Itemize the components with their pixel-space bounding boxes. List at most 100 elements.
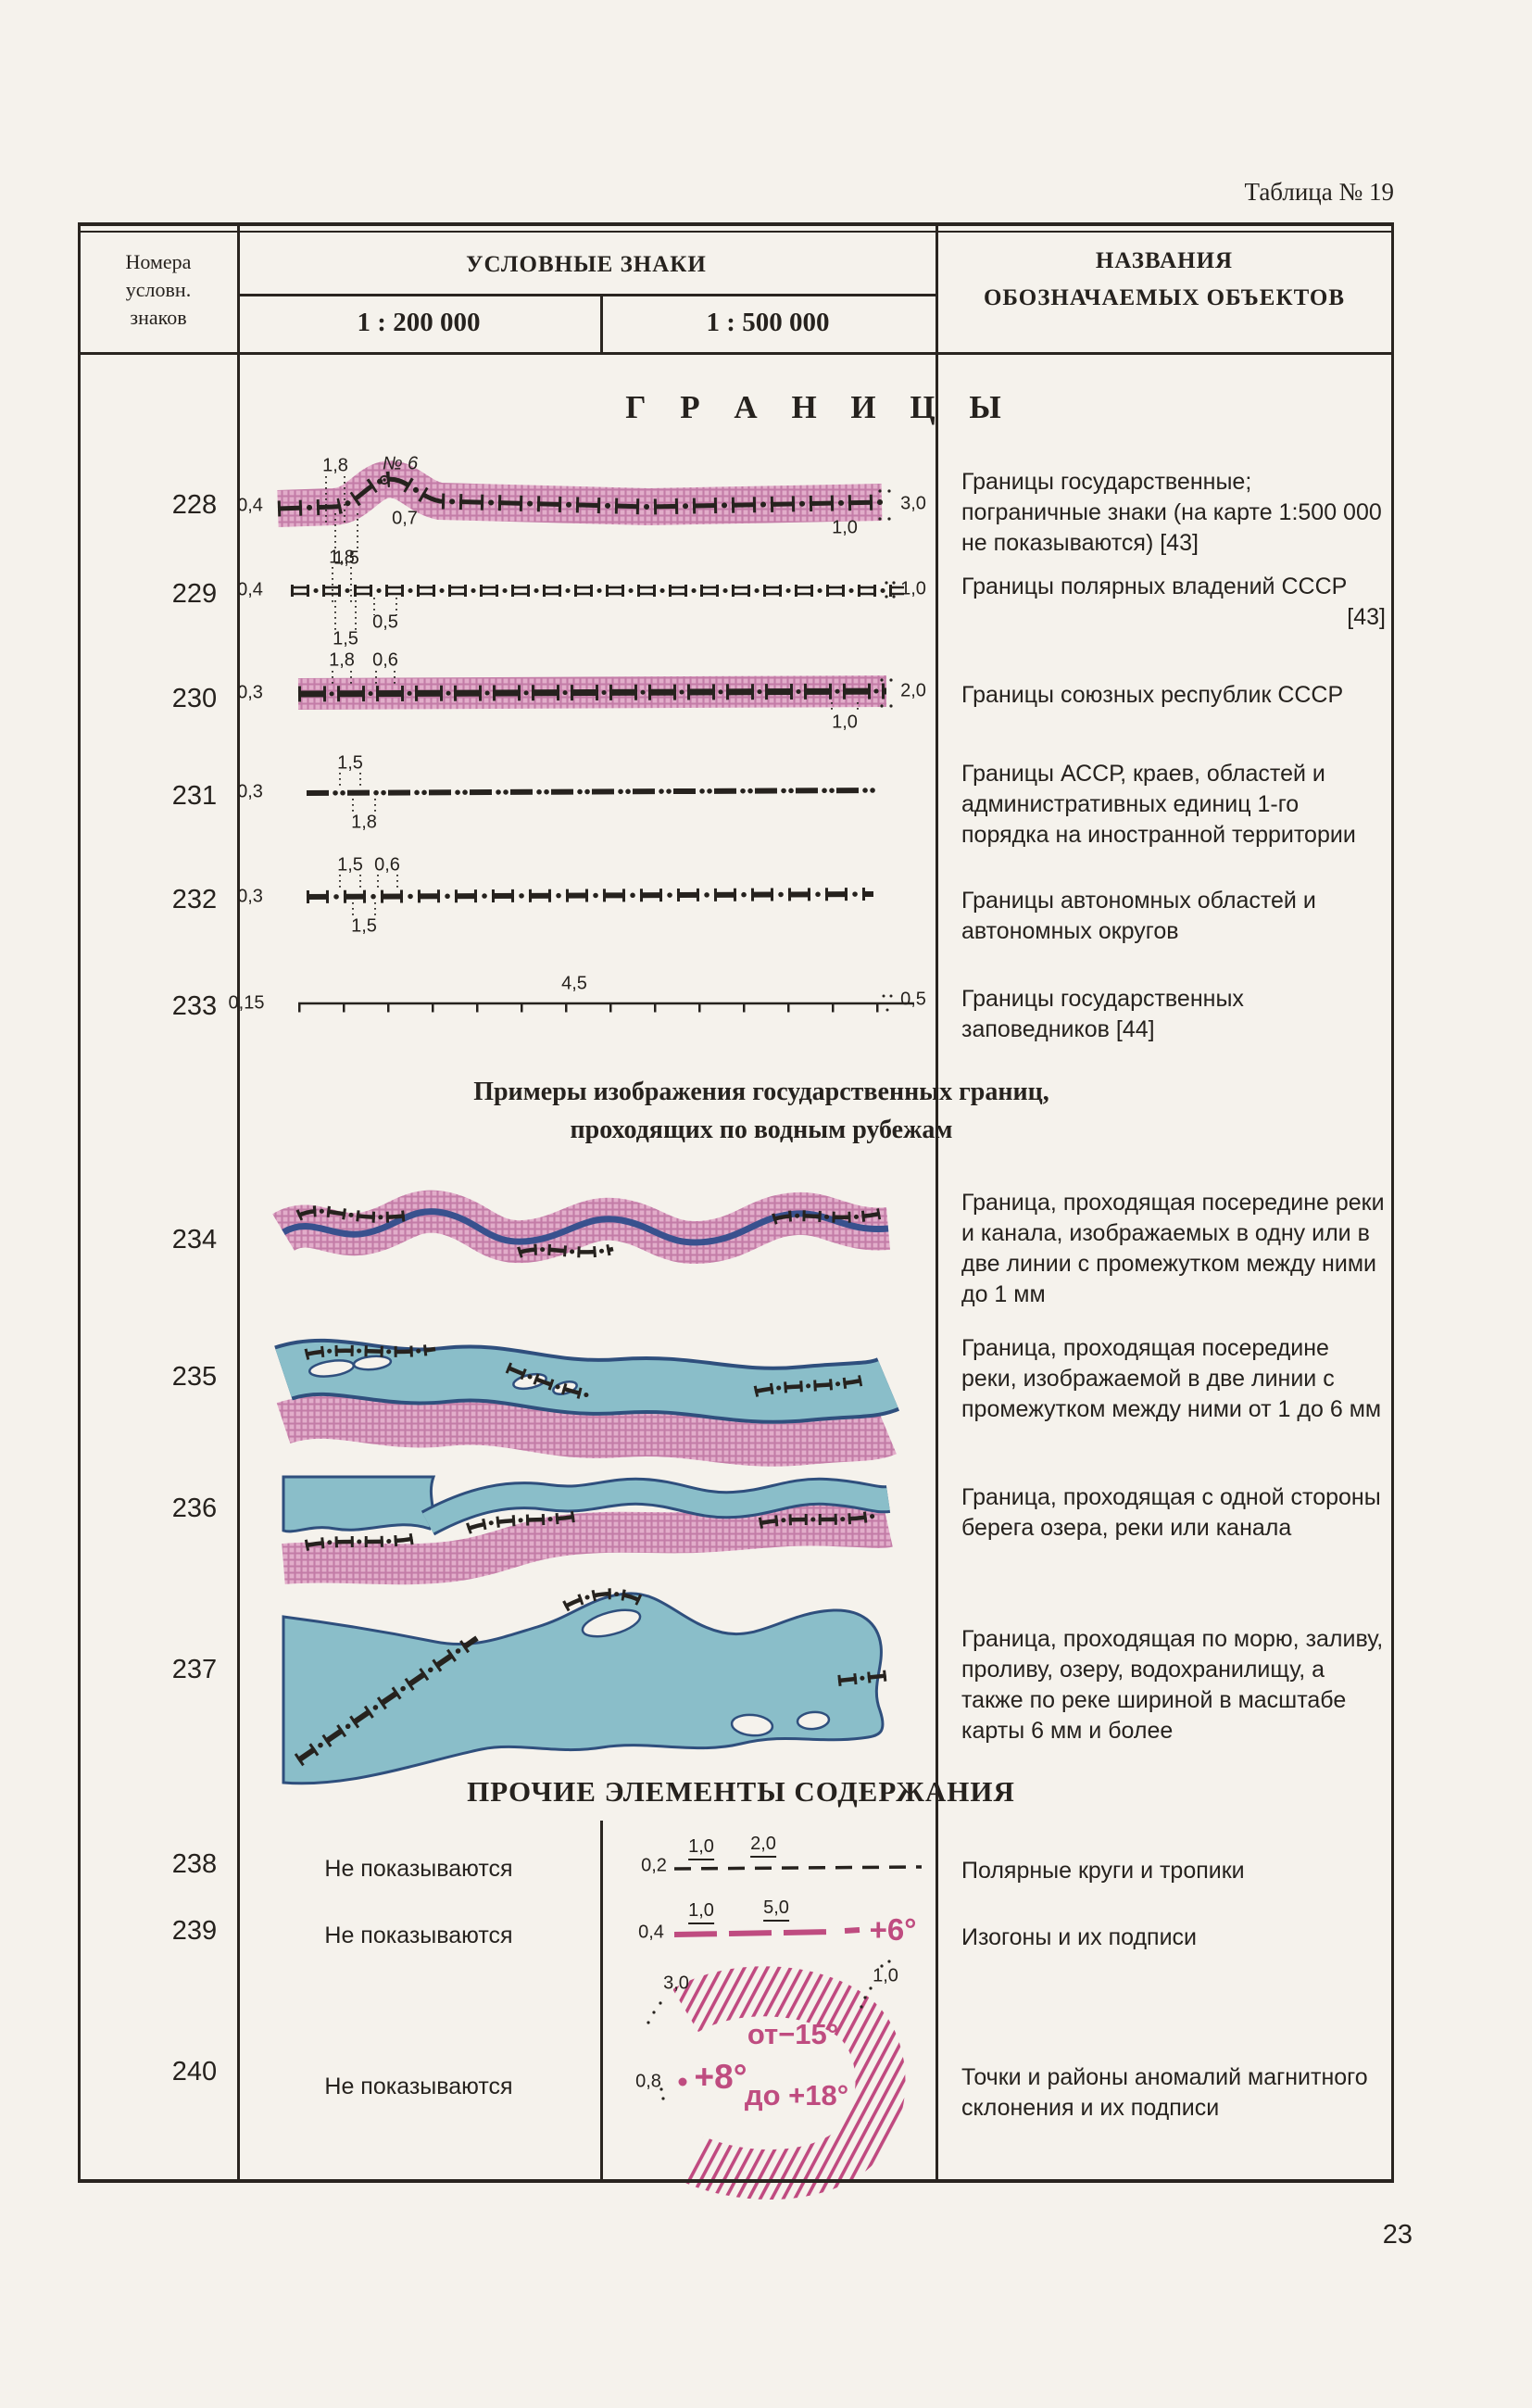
dim-label: 1,5 [351,915,377,937]
dim-label: 1,5 [333,548,359,569]
table-top-border-inner [78,231,1394,233]
dim-label: 0,6 [374,854,400,876]
section-title-borders: Г Р А Н И Ц Ы [625,389,1014,425]
row-number-230: 230 [171,684,218,713]
symbol-autonomous-border [307,875,873,917]
row-description-229-ref: [43] [1347,604,1386,630]
row-number-240: 240 [171,2057,218,2087]
not-shown-240: Не показываются [324,2074,513,2099]
not-shown-239: Не показываются [324,1923,513,1948]
column-header-names-line2: ОБОЗНАЧАЕМЫХ ОБЪЕКТОВ [983,285,1346,310]
table-bottom-border [78,2179,1394,2183]
row-description-238: Полярные круги и тропики [961,1858,1245,1884]
row-description-237: Граница, проходящая по морю, заливу, про… [961,1626,1384,1744]
dim-label: 1,0 [900,578,926,599]
section-examples-line1: Примеры изображения государственных гран… [473,1078,1049,1106]
names-column-divider [936,222,938,2183]
symbol-border-one-side-shore [283,1475,888,1564]
dim-label: 3,0 [900,493,926,514]
header-bottom-line [78,352,1394,355]
row-description-232: Границы автономных областей и автономных… [961,888,1316,944]
row-number-231: 231 [171,781,218,811]
table-caption: Таблица № 19 [1244,178,1395,206]
dim-label: 5,0 [763,1897,789,1922]
dim-label: 2,0 [750,1834,776,1858]
row-number-236: 236 [171,1494,218,1523]
column-header-numbers: Номера условн. знаков [82,248,235,332]
column-header-names-line1: НАЗВАНИЯ [1095,248,1234,273]
dim-label: 1,8 [329,649,355,671]
anomaly-point-value-label: +8° [694,2058,747,2096]
row-description-229-text: Границы полярных владений СССР [961,574,1348,599]
dim-label: 1,8 [329,547,355,568]
column-header-names: НАЗВАНИЯ ОБОЗНАЧАЕМЫХ ОБЪЕКТОВ [940,248,1388,311]
row-number-229: 229 [171,579,218,609]
dim-label: 1,0 [688,1836,714,1860]
row-number-237: 237 [171,1655,218,1684]
dim-label: 1,5 [337,752,363,774]
table-top-border [78,222,1394,226]
row-description-234: Граница, проходящая посередине реки и ка… [961,1190,1385,1307]
row-number-233: 233 [171,991,218,1021]
dim-label: 3,0 [663,1973,689,1994]
symbol-polar-circles [673,1865,923,1871]
row-description-229: Границы полярных владений СССР [43] [961,572,1386,633]
symbol-isogones [673,1927,860,1937]
symbol-border-mid-narrow-river [283,1211,888,1253]
column-header-numbers-line3: знаков [130,306,187,329]
anomaly-range-line2: до +18° [744,2079,849,2112]
column-header-numbers-line1: Номера [125,250,192,273]
table-right-border [1391,222,1394,2183]
column-header-symbols: УСЛОВНЫЕ ЗНАКИ [466,252,707,277]
dim-label: 0,3 [237,682,263,703]
anomaly-range-line1: от−15° [747,2018,839,2050]
symbol-assr-border [307,773,873,813]
symbol-magnetic-anomaly [647,1960,906,2200]
dim-label: 0,5 [900,989,926,1010]
dim-label: 0,4 [638,1922,664,1943]
dim-label: 0,7 [392,508,418,529]
dim-label: 2,0 [900,680,926,701]
scale-200k-header: 1 : 200 000 [357,308,481,337]
dim-label: 0,3 [237,886,263,907]
dim-label: 1,5 [337,854,363,876]
row-description-240: Точки и районы аномалий магнитного склон… [961,2064,1368,2121]
not-shown-238: Не показываются [324,1856,513,1882]
dim-label: 1,8 [322,455,348,476]
row-number-234: 234 [171,1225,218,1254]
numbers-column-divider [237,222,240,2183]
symbol-border-across-sea [282,1594,891,1785]
scales-divider-header [600,294,603,352]
dim-label: 0,6 [372,649,398,671]
dim-label: 1,0 [832,712,858,733]
row-number-239: 239 [171,1916,218,1946]
symbol-reserve-border [298,994,914,1013]
dim-label: 0,2 [641,1855,667,1876]
row-number-235: 235 [171,1362,218,1392]
symbol-republic-border [298,671,893,712]
row-description-236: Граница, проходящая с одной стороны бере… [961,1484,1381,1541]
dim-label: 4,5 [561,973,587,994]
table-left-border [78,222,81,2183]
dim-label: 1,0 [873,1965,898,1986]
dim-label: 0,3 [237,781,263,802]
row-number-228: 228 [171,490,218,520]
symbol-state-border [278,476,891,548]
section-title-other: ПРОЧИЕ ЭЛЕМЕНТЫ СОДЕРЖАНИЯ [467,1775,1015,1808]
section-examples-line2: проходящих по водным рубежам [570,1116,953,1144]
dim-label: 0,8 [635,2071,661,2092]
row-number-238: 238 [171,1849,218,1879]
row-description-230: Границы союзных республик СССР [961,682,1344,708]
row-description-228: Границы государственные; пограничные зна… [961,469,1382,556]
dim-label: 0,4 [237,579,263,600]
scales-divider-bottom [600,1821,603,2182]
scale-500k-header: 1 : 500 000 [706,308,830,337]
column-header-numbers-line2: условн. [125,278,192,301]
row-number-232: 232 [171,885,218,914]
symbol-border-mid-wide-river [283,1349,888,1445]
dim-label: 0,5 [372,611,398,633]
row-description-231: Границы АССР, краев, областей и админист… [961,761,1356,848]
dim-label: 1,0 [832,517,858,538]
